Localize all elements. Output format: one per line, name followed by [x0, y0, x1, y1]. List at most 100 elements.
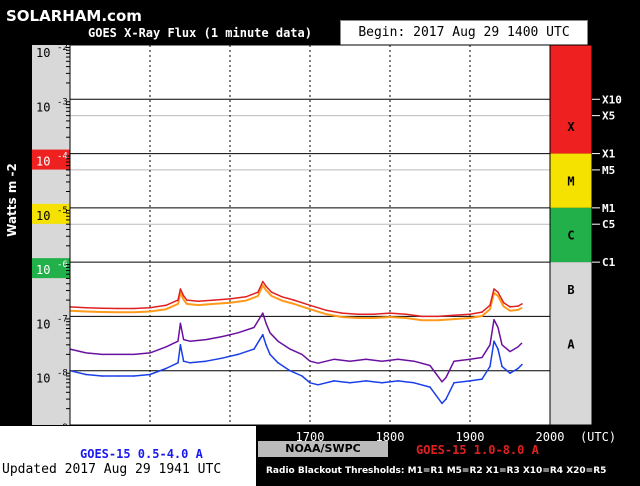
- data-point-short: [317, 384, 319, 386]
- chart-title: GOES X-Ray Flux (1 minute data): [88, 26, 312, 40]
- data-point-long: [373, 313, 375, 316]
- data-point-short: [117, 375, 119, 377]
- data-point-long: [309, 304, 311, 307]
- data-point-short: [265, 344, 267, 346]
- data-point-long: [489, 304, 491, 307]
- threshold-label: X5: [602, 110, 615, 123]
- begin-time: Begin: 2017 Aug 29 1400 UTC: [340, 20, 588, 46]
- data-point-long: [262, 280, 264, 283]
- data-point-long: [270, 291, 273, 294]
- data-point-long: [245, 296, 247, 298]
- threshold-label: X1: [602, 148, 616, 161]
- data-point-long: [405, 313, 407, 316]
- y-tick-label: 10: [36, 372, 50, 386]
- data-point-long: [493, 288, 495, 290]
- data-point-long: [421, 315, 423, 318]
- data-point-long: [517, 305, 519, 307]
- y-tick-label: 10: [36, 317, 50, 331]
- y-tick-exponent: -7: [57, 314, 68, 324]
- y-band--5: [32, 203, 70, 224]
- x-tick-label: 1800: [376, 430, 405, 444]
- class-x-band: [550, 45, 592, 154]
- data-point-long: [117, 307, 119, 310]
- data-point-short: [182, 360, 185, 363]
- y-axis-column: [32, 45, 70, 425]
- y-tick-label: 10: [36, 155, 50, 169]
- y-tick-exponent: -3: [57, 97, 68, 107]
- source-label: NOAA/SWPC: [258, 441, 388, 457]
- class-ab-band: [550, 262, 592, 425]
- x-tick-label: 1900: [456, 430, 485, 444]
- x-tick-label: (UTC): [580, 430, 616, 444]
- threshold-label: C5: [602, 218, 615, 231]
- data-point-long: [502, 301, 505, 304]
- data-point-long: [182, 295, 185, 297]
- data-point-long: [357, 313, 359, 316]
- class-letter: X: [567, 120, 575, 134]
- y-tick-label: 10: [36, 209, 50, 223]
- data-point-long: [213, 299, 215, 301]
- data-point-short: [253, 348, 255, 350]
- radio-blackout-thresholds: Radio Blackout Thresholds: M1=R1 M5=R2 X…: [266, 466, 607, 476]
- y-tick-label: 10: [36, 100, 50, 114]
- data-point-long: [85, 306, 87, 309]
- data-point-short: [101, 375, 103, 377]
- data-point-short: [521, 363, 523, 366]
- threshold-label: M5: [602, 164, 615, 177]
- data-point-long: [437, 315, 439, 318]
- footer-white-box: [0, 426, 256, 486]
- data-point-short: [349, 382, 351, 384]
- data-point-long: [341, 312, 343, 314]
- data-point-short: [221, 357, 223, 360]
- data-point-long: [281, 296, 283, 298]
- data-point-short: [177, 362, 179, 364]
- y-tick-exponent: -8: [57, 369, 68, 379]
- data-point-short: [237, 353, 239, 356]
- data-point-long: [179, 288, 182, 290]
- class-letter: M: [567, 174, 574, 188]
- data-point-short: [413, 382, 415, 384]
- data-point-short: [481, 378, 483, 380]
- data-point-short: [277, 362, 279, 364]
- class-letter: B: [567, 283, 574, 297]
- data-point-short: [469, 380, 471, 382]
- data-point-short: [309, 382, 311, 384]
- data-point-short: [445, 398, 447, 400]
- data-point-short: [85, 373, 87, 376]
- data-point-long: [389, 312, 391, 314]
- data-point-long: [165, 304, 167, 307]
- data-point-long: [481, 311, 483, 313]
- data-point-long: [257, 291, 259, 294]
- data-point-long: [293, 299, 295, 301]
- data-point-short: [269, 353, 271, 356]
- data-point-short: [493, 340, 495, 343]
- data-point-long: [186, 299, 188, 301]
- threshold-label: X10: [602, 93, 622, 106]
- y-tick-label: 10: [36, 46, 50, 60]
- data-point-short: [441, 402, 443, 405]
- data-point-long: [101, 307, 103, 310]
- class-letter: A: [567, 337, 575, 351]
- data-point-long: [149, 306, 151, 309]
- data-point-long: [325, 309, 327, 312]
- class-m-band: [550, 153, 592, 208]
- data-point-long: [509, 306, 511, 308]
- site-logo[interactable]: SOLARHAM.com: [6, 7, 142, 25]
- threshold-label: M1: [602, 202, 616, 215]
- data-point-short: [489, 365, 491, 368]
- data-point-short: [381, 382, 383, 384]
- data-point-long: [453, 314, 455, 317]
- series-short-aux: [69, 312, 523, 383]
- data-point-short: [429, 386, 431, 388]
- data-point-short: [365, 380, 367, 382]
- data-point-short: [501, 365, 503, 368]
- x-tick-label: 2000: [536, 430, 565, 444]
- y-band--6: [32, 258, 70, 279]
- data-point-short: [205, 360, 207, 363]
- data-point-short: [517, 367, 519, 370]
- data-point-short: [397, 380, 399, 382]
- data-point-short: [289, 369, 291, 372]
- data-point-long: [229, 298, 231, 300]
